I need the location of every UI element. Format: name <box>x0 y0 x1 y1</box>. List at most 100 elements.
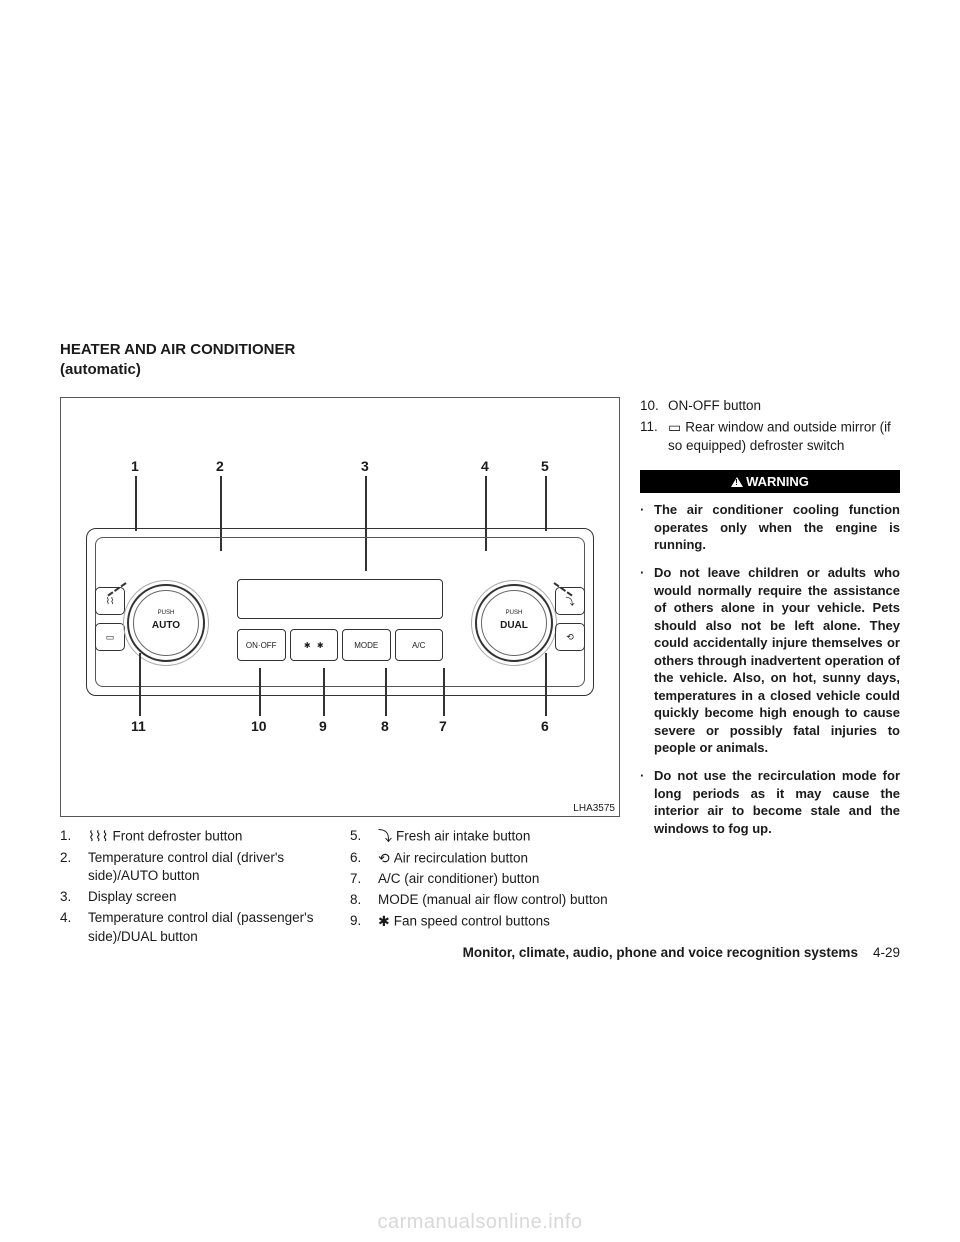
legend-item: 9.✱Fan speed control buttons <box>350 912 620 932</box>
hvac-panel: ⌇⌇ ▭ PUSH AUTO ON·OFF ✱ ✱ MODE <box>86 528 594 696</box>
right-small-buttons: ⤵ ⟲ <box>555 587 585 651</box>
legend-icon: ⌇⌇⌇ <box>88 827 109 847</box>
callout-line <box>139 653 141 716</box>
button-row: ON·OFF ✱ ✱ MODE A/C <box>237 629 443 661</box>
legend-text: ▭Rear window and outside mirror (if so e… <box>668 418 900 456</box>
legend-num: 2. <box>60 849 88 887</box>
legend-num: 9. <box>350 912 378 932</box>
legend-text: ✱Fan speed control buttons <box>378 912 620 932</box>
legend-item: 6.⟲Air recirculation button <box>350 849 620 869</box>
image-code: LHA3575 <box>573 803 615 814</box>
legend-text: Display screen <box>88 888 330 907</box>
legend-text: ⤵Fresh air intake button <box>378 827 620 847</box>
callout-line <box>323 668 325 716</box>
warning-label: WARNING <box>746 474 809 489</box>
legend-num: 11. <box>640 418 668 456</box>
title-line1: HEATER AND AIR CONDITIONER <box>60 341 295 358</box>
passenger-temp-dial: PUSH DUAL <box>475 584 553 662</box>
callout-line <box>385 668 387 716</box>
watermark: carmanualsonline.info <box>0 1211 960 1234</box>
dial-dual-label: DUAL <box>477 621 551 631</box>
warning-text: Do not use the recirculation mode for lo… <box>654 767 900 837</box>
legend-text: ⟲Air recirculation button <box>378 849 620 869</box>
legend-item: 3.Display screen <box>60 888 330 907</box>
callout-2: 2 <box>216 458 224 474</box>
callout-10: 10 <box>251 718 267 734</box>
legend-num: 5. <box>350 827 378 847</box>
legend-item: 7.A/C (air conditioner) button <box>350 870 620 889</box>
warning-text: The air conditioner cooling function ope… <box>654 501 900 554</box>
warning-item: ∙The air conditioner cooling function op… <box>640 501 900 554</box>
legend-num: 4. <box>60 909 88 947</box>
legend-num: 1. <box>60 827 88 847</box>
legend-col-1: 1.⌇⌇⌇Front defroster button2.Temperature… <box>60 827 330 949</box>
ac-button: A/C <box>395 629 444 661</box>
legend-col-2: 5.⤵Fresh air intake button6.⟲Air recircu… <box>350 827 620 949</box>
callout-line <box>443 668 445 716</box>
footer-page: 4-29 <box>873 945 900 960</box>
warning-bullet: ∙ <box>640 767 654 837</box>
warning-bullet: ∙ <box>640 501 654 554</box>
legend-item: 8.MODE (manual air flow control) button <box>350 891 620 910</box>
callout-1: 1 <box>131 458 139 474</box>
right-column: 10.ON-OFF button 11.▭Rear window and outs… <box>640 397 900 949</box>
content-row: 1 2 3 4 5 ⌇⌇ ▭ <box>60 397 900 949</box>
warning-list: ∙The air conditioner cooling function op… <box>640 501 900 837</box>
left-column: 1 2 3 4 5 ⌇⌇ ▭ <box>60 397 620 949</box>
legend-num: 6. <box>350 849 378 869</box>
legend-num: 3. <box>60 888 88 907</box>
callout-5: 5 <box>541 458 549 474</box>
callout-7: 7 <box>439 718 447 734</box>
callout-line <box>545 653 547 716</box>
title-line2: (automatic) <box>60 361 141 378</box>
legend-item: 11.▭Rear window and outside mirror (if s… <box>640 418 900 456</box>
legend-item: 2.Temperature control dial (driver's sid… <box>60 849 330 887</box>
callout-8: 8 <box>381 718 389 734</box>
display-screen <box>237 579 443 619</box>
dial-auto-label: AUTO <box>129 621 203 631</box>
legend-text: Temperature control dial (passenger's si… <box>88 909 330 947</box>
footer-section: Monitor, climate, audio, phone and voice… <box>463 945 858 960</box>
legend-columns: 1.⌇⌇⌇Front defroster button2.Temperature… <box>60 827 620 949</box>
recirc-button: ⟲ <box>555 623 585 651</box>
rear-defrost-button: ▭ <box>95 623 125 651</box>
legend-text: ON-OFF button <box>668 397 900 416</box>
callout-11: 11 <box>131 718 146 734</box>
callout-9: 9 <box>319 718 327 734</box>
fan-icon: ✱ <box>304 641 311 650</box>
driver-temp-dial: PUSH AUTO <box>127 584 205 662</box>
legend-item: 10.ON-OFF button <box>640 397 900 416</box>
legend-text: Temperature control dial (driver's side)… <box>88 849 330 887</box>
legend-col-3: 10.ON-OFF button 11.▭Rear window and outs… <box>640 397 900 456</box>
front-defrost-button: ⌇⌇ <box>95 587 125 615</box>
callout-3: 3 <box>361 458 369 474</box>
dial-push-label: PUSH <box>477 610 551 616</box>
warning-item: ∙Do not leave children or adults who wou… <box>640 564 900 757</box>
callout-4: 4 <box>481 458 489 474</box>
diagram-inner: ⌇⌇ ▭ PUSH AUTO ON·OFF ✱ ✱ MODE <box>86 498 594 696</box>
page-footer: Monitor, climate, audio, phone and voice… <box>0 945 960 960</box>
left-small-buttons: ⌇⌇ ▭ <box>95 587 125 651</box>
legend-text: A/C (air conditioner) button <box>378 870 620 889</box>
callout-6: 6 <box>541 718 549 734</box>
fresh-air-button: ⤵ <box>555 587 585 615</box>
fan-button: ✱ ✱ <box>290 629 339 661</box>
legend-item: 5.⤵Fresh air intake button <box>350 827 620 847</box>
legend-num: 8. <box>350 891 378 910</box>
hvac-diagram: 1 2 3 4 5 ⌇⌇ ▭ <box>60 397 620 817</box>
onoff-button: ON·OFF <box>237 629 286 661</box>
dial-push-label: PUSH <box>129 610 203 616</box>
warning-text: Do not leave children or adults who woul… <box>654 564 900 757</box>
fan-icon: ✱ <box>317 641 324 650</box>
legend-icon: ⟲ <box>378 849 390 869</box>
legend-text: ⌇⌇⌇Front defroster button <box>88 827 330 847</box>
warning-triangle-icon <box>731 477 743 487</box>
mode-button: MODE <box>342 629 391 661</box>
section-title: HEATER AND AIR CONDITIONER (automatic) <box>60 340 900 379</box>
callout-line <box>259 668 261 716</box>
warning-bullet: ∙ <box>640 564 654 757</box>
legend-num: 7. <box>350 870 378 889</box>
warning-item: ∙Do not use the recirculation mode for l… <box>640 767 900 837</box>
legend-item: 1.⌇⌇⌇Front defroster button <box>60 827 330 847</box>
legend-item: 4.Temperature control dial (passenger's … <box>60 909 330 947</box>
